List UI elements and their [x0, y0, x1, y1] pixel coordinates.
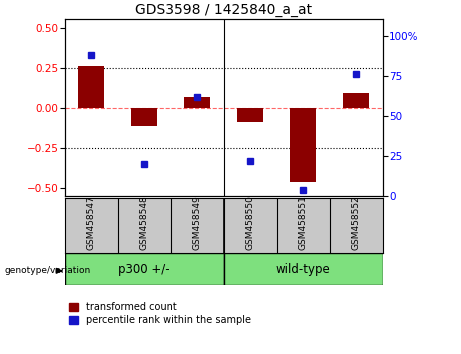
Text: GSM458549: GSM458549	[193, 195, 201, 250]
Text: wild-type: wild-type	[276, 263, 331, 275]
Bar	[78, 66, 104, 108]
Text: GSM458550: GSM458550	[246, 195, 254, 250]
Bar	[290, 108, 316, 182]
Text: genotype/variation: genotype/variation	[5, 266, 91, 275]
Text: GSM458548: GSM458548	[140, 195, 148, 250]
Text: GSM458552: GSM458552	[352, 195, 361, 250]
Text: GSM458551: GSM458551	[299, 195, 307, 250]
Title: GDS3598 / 1425840_a_at: GDS3598 / 1425840_a_at	[135, 3, 312, 17]
Text: GSM458547: GSM458547	[87, 195, 95, 250]
Legend: transformed count, percentile rank within the sample: transformed count, percentile rank withi…	[70, 302, 251, 325]
Bar	[343, 93, 369, 108]
Text: p300 +/-: p300 +/-	[118, 263, 170, 275]
Bar	[224, 253, 383, 285]
Bar	[65, 253, 224, 285]
Bar	[131, 108, 157, 126]
Bar	[184, 97, 210, 108]
Bar	[237, 108, 263, 122]
